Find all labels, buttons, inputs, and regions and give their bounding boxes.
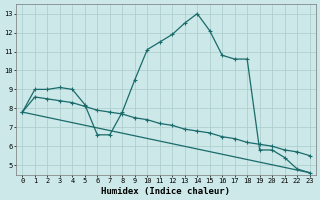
X-axis label: Humidex (Indice chaleur): Humidex (Indice chaleur) [101,187,230,196]
